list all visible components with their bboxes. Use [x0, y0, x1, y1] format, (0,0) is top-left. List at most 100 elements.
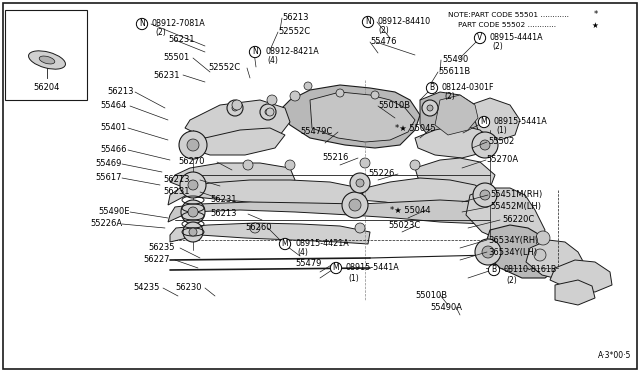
Circle shape	[356, 179, 364, 187]
Text: 56270: 56270	[178, 157, 205, 167]
Text: 36534Y(RH): 36534Y(RH)	[488, 235, 538, 244]
Text: N: N	[139, 19, 145, 29]
Circle shape	[181, 200, 205, 224]
Circle shape	[304, 82, 312, 90]
Text: 55401: 55401	[100, 124, 126, 132]
Text: (2): (2)	[378, 26, 388, 35]
Text: 55617: 55617	[95, 173, 122, 183]
Circle shape	[342, 192, 368, 218]
Text: 54235: 54235	[133, 283, 159, 292]
Circle shape	[232, 100, 242, 110]
Circle shape	[260, 104, 276, 120]
Text: 55010B: 55010B	[415, 291, 447, 299]
Circle shape	[472, 132, 498, 158]
Text: 56204: 56204	[34, 83, 60, 93]
Circle shape	[232, 105, 238, 111]
Polygon shape	[170, 223, 370, 244]
Circle shape	[265, 109, 271, 115]
Text: 08915-5441A: 08915-5441A	[346, 263, 400, 273]
Text: 56230: 56230	[175, 283, 202, 292]
Text: 55502: 55502	[488, 138, 515, 147]
Text: *: *	[594, 10, 598, 19]
Text: 52552C: 52552C	[208, 64, 240, 73]
Circle shape	[285, 160, 295, 170]
Circle shape	[360, 158, 370, 168]
Polygon shape	[483, 225, 558, 278]
Polygon shape	[555, 280, 595, 305]
Text: PART CODE 55502 ............: PART CODE 55502 ............	[458, 22, 556, 28]
Polygon shape	[420, 92, 485, 142]
Circle shape	[349, 199, 361, 211]
Text: 55490: 55490	[442, 55, 468, 64]
Text: 08110-8161B: 08110-8161B	[504, 266, 557, 275]
Text: (2): (2)	[506, 276, 516, 285]
Text: 08915-4441A: 08915-4441A	[490, 33, 543, 42]
Text: 55023C: 55023C	[388, 221, 420, 231]
Circle shape	[410, 160, 420, 170]
Text: (1): (1)	[496, 126, 507, 135]
Text: N: N	[365, 17, 371, 26]
Ellipse shape	[39, 56, 55, 64]
Text: 08124-0301F: 08124-0301F	[442, 83, 495, 93]
Text: 55010B: 55010B	[378, 102, 410, 110]
Circle shape	[355, 223, 365, 233]
Polygon shape	[550, 260, 612, 292]
Text: 55501: 55501	[163, 54, 189, 62]
Polygon shape	[310, 92, 415, 142]
Polygon shape	[526, 240, 585, 280]
Circle shape	[183, 222, 203, 242]
Polygon shape	[170, 163, 295, 195]
Text: 55451M(RH): 55451M(RH)	[490, 190, 542, 199]
Text: 56231: 56231	[163, 187, 189, 196]
Text: 55216: 55216	[322, 154, 348, 163]
Text: 55226A: 55226A	[90, 219, 122, 228]
Ellipse shape	[29, 51, 65, 69]
Text: A·3*00·5: A·3*00·5	[598, 350, 632, 359]
Text: 55469: 55469	[95, 160, 122, 169]
Text: 55452M(LH): 55452M(LH)	[490, 202, 541, 212]
Text: 55466: 55466	[100, 145, 127, 154]
Text: 55490E: 55490E	[98, 208, 129, 217]
Circle shape	[536, 231, 550, 245]
Circle shape	[189, 228, 197, 236]
Polygon shape	[185, 100, 290, 145]
Text: 55476: 55476	[370, 38, 397, 46]
Circle shape	[371, 91, 379, 99]
Text: 55226: 55226	[368, 170, 394, 179]
Circle shape	[480, 190, 490, 200]
Circle shape	[475, 239, 501, 265]
Text: M: M	[333, 263, 339, 273]
Circle shape	[427, 105, 433, 111]
Text: 56260: 56260	[245, 224, 271, 232]
Circle shape	[534, 249, 546, 261]
Text: 08912-7081A: 08912-7081A	[152, 19, 205, 29]
Text: 55270A: 55270A	[486, 155, 518, 164]
Polygon shape	[168, 180, 365, 210]
Text: 55464: 55464	[100, 102, 126, 110]
Text: 56213: 56213	[163, 176, 189, 185]
Text: M: M	[282, 240, 288, 248]
Polygon shape	[185, 128, 285, 155]
Text: V: V	[477, 33, 483, 42]
Circle shape	[473, 183, 497, 207]
Text: 08915-4421A: 08915-4421A	[295, 240, 349, 248]
Bar	[5, 10, 87, 100]
Circle shape	[250, 223, 260, 233]
Text: 56227: 56227	[143, 256, 170, 264]
Text: (4): (4)	[297, 248, 308, 257]
Text: 56231: 56231	[210, 196, 237, 205]
Text: (2): (2)	[492, 42, 503, 51]
Text: M: M	[481, 118, 487, 126]
Polygon shape	[470, 98, 520, 140]
Circle shape	[422, 100, 438, 116]
Text: B: B	[429, 83, 435, 93]
Text: B: B	[492, 266, 497, 275]
Polygon shape	[466, 188, 545, 248]
Text: (1): (1)	[348, 273, 359, 282]
Text: 56231: 56231	[168, 35, 195, 45]
Circle shape	[243, 160, 253, 170]
Polygon shape	[415, 125, 490, 158]
Polygon shape	[415, 158, 495, 192]
Text: 08915-5441A: 08915-5441A	[494, 118, 548, 126]
Circle shape	[188, 180, 198, 190]
